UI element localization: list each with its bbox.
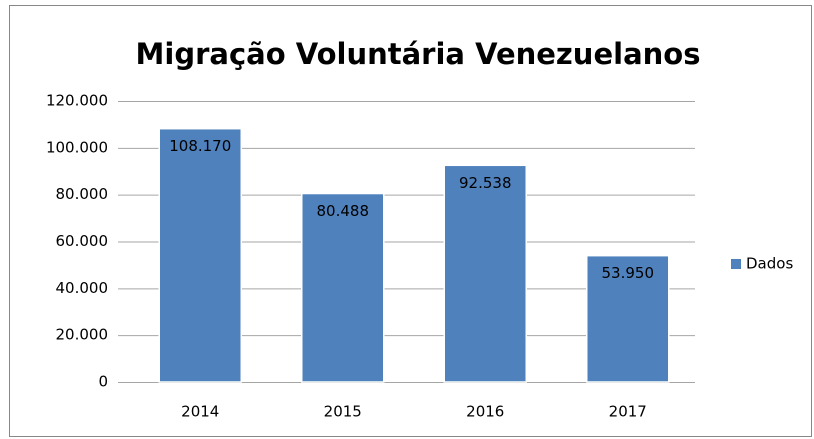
x-tick-label: 2017 bbox=[609, 403, 647, 421]
data-label: 80.488 bbox=[317, 202, 370, 220]
legend-swatch bbox=[731, 259, 741, 269]
y-tick-label: 100.000 bbox=[46, 138, 108, 156]
bar bbox=[158, 127, 242, 383]
chart-title: Migração Voluntária Venezuelanos bbox=[136, 37, 701, 71]
data-label: 92.538 bbox=[459, 174, 512, 192]
y-tick-label: 40.000 bbox=[56, 279, 109, 297]
x-tick-label: 2016 bbox=[466, 403, 504, 421]
y-tick-label: 20.000 bbox=[56, 326, 109, 344]
bar bbox=[301, 192, 385, 383]
y-tick-label: 120.000 bbox=[46, 92, 108, 110]
y-tick-label: 0 bbox=[98, 373, 108, 391]
bar bbox=[586, 254, 670, 383]
legend-label: Dados bbox=[746, 255, 793, 273]
data-label: 108.170 bbox=[169, 137, 231, 155]
bar bbox=[443, 164, 527, 383]
x-tick-label: 2015 bbox=[324, 403, 362, 421]
y-tick-label: 60.000 bbox=[56, 232, 109, 250]
y-tick-label: 80.000 bbox=[56, 185, 109, 203]
chart-frame bbox=[9, 5, 812, 437]
data-label: 53.950 bbox=[602, 264, 655, 282]
x-tick-label: 2014 bbox=[181, 403, 219, 421]
